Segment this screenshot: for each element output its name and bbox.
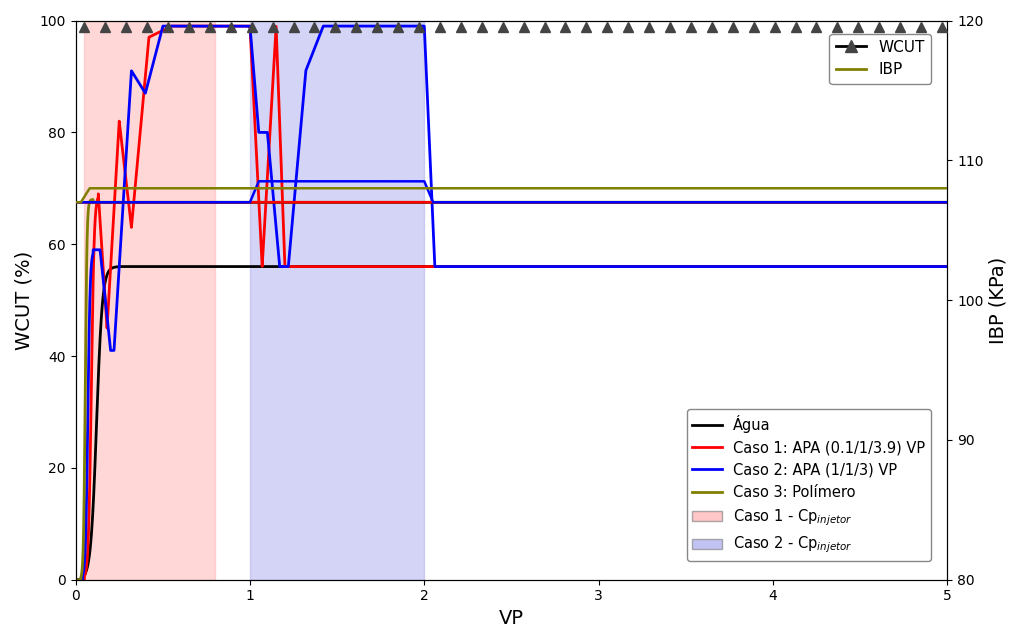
Legend: Água, Caso 1: APA (0.1/1/3.9) VP, Caso 2: APA (1/1/3) VP, Caso 3: Polímero, Caso: Água, Caso 1: APA (0.1/1/3.9) VP, Caso 2… — [686, 409, 931, 561]
Bar — [84, 21, 215, 580]
Y-axis label: WCUT (%): WCUT (%) — [15, 251, 34, 350]
Bar — [250, 21, 425, 580]
X-axis label: VP: VP — [499, 609, 524, 628]
Y-axis label: IBP (KPa): IBP (KPa) — [989, 257, 1008, 344]
